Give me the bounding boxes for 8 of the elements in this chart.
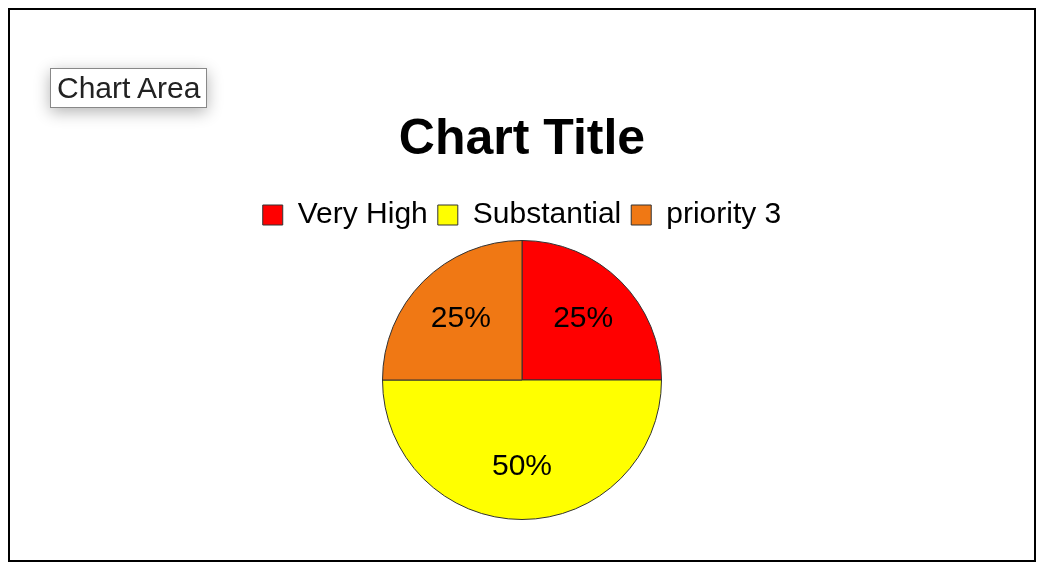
data-label: 25% (430, 300, 491, 334)
legend-label: Substantial (472, 196, 622, 230)
legend-label: Very High (297, 196, 428, 230)
text: Chart Area (50, 68, 208, 108)
legend-label: priority 3 (666, 196, 782, 230)
chart-title: Chart Title (398, 108, 646, 165)
data-label: 25% (553, 300, 614, 334)
data-label: 50% (491, 447, 553, 481)
